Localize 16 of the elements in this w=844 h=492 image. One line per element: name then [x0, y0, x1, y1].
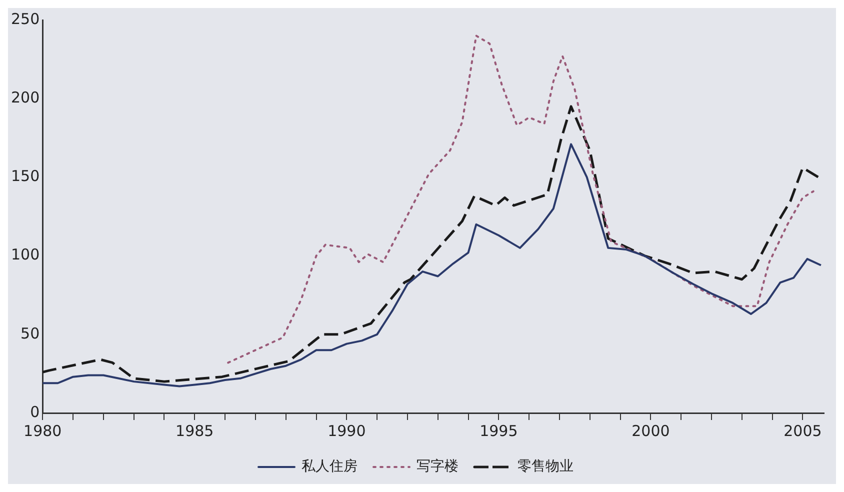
x-tick-label: 1985	[176, 422, 214, 440]
x-tick-label: 1980	[24, 422, 62, 440]
x-tick-label: 2000	[632, 422, 670, 440]
y-tick-label: 200	[10, 88, 40, 106]
legend-label: 写字楼	[416, 458, 458, 475]
legend-label: 零售物业	[518, 458, 574, 475]
y-tick-label: 250	[10, 10, 40, 28]
x-tick-label: 1995	[480, 422, 518, 440]
y-tick-label: 100	[10, 246, 40, 264]
x-tick-label: 1990	[328, 422, 366, 440]
legend-label: 私人住房	[302, 458, 358, 475]
x-tick-label: 2005	[784, 422, 822, 440]
y-tick-label: 50	[20, 324, 40, 342]
y-tick-label: 0	[30, 402, 40, 421]
y-tick-label: 150	[10, 167, 40, 186]
line-series	[227, 34, 814, 364]
